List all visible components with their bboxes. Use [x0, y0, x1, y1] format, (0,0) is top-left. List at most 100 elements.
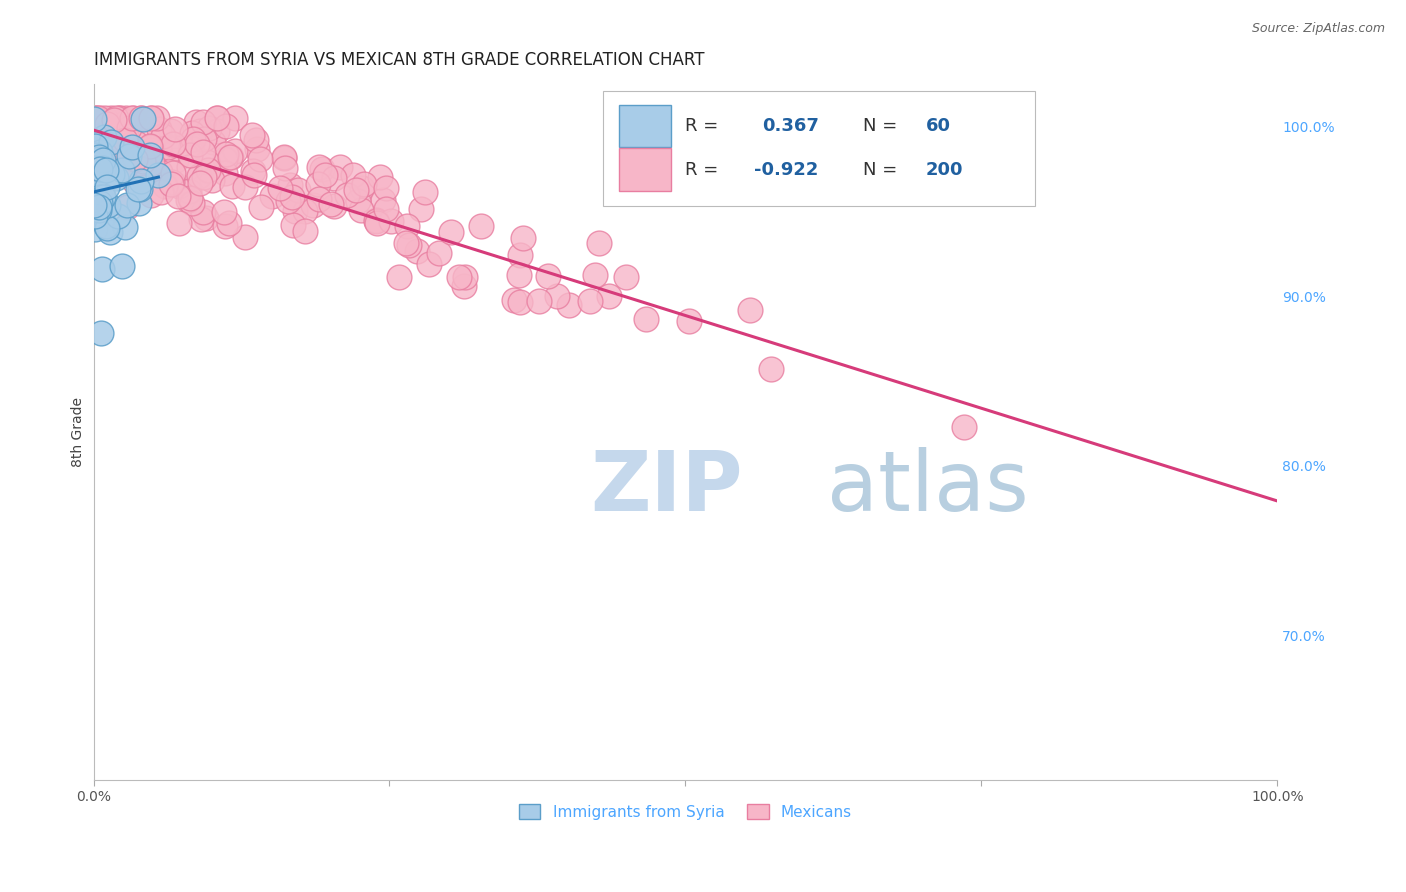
Point	[157, 140, 180, 154]
Text: atlas: atlas	[828, 447, 1029, 528]
Point	[177, 184, 200, 198]
Point	[89, 145, 111, 159]
Point	[224, 144, 246, 158]
Point	[427, 246, 450, 260]
Point	[527, 294, 550, 309]
FancyBboxPatch shape	[619, 148, 671, 191]
Point	[588, 236, 610, 251]
Point	[141, 156, 163, 170]
Point	[160, 177, 183, 191]
Point	[366, 214, 388, 228]
Point	[107, 112, 129, 126]
Point	[107, 111, 129, 125]
Point	[90, 326, 112, 341]
Point	[83, 200, 105, 214]
Point	[132, 112, 155, 127]
Point	[90, 125, 112, 139]
Point	[180, 141, 202, 155]
Point	[191, 145, 214, 159]
Point	[546, 289, 568, 303]
Point	[139, 111, 162, 125]
Point	[97, 171, 120, 186]
Point	[214, 146, 236, 161]
Point	[93, 200, 115, 214]
Point	[165, 141, 187, 155]
Point	[96, 169, 118, 184]
Point	[83, 161, 105, 176]
Point	[245, 133, 267, 147]
Point	[101, 167, 124, 181]
Point	[100, 111, 122, 125]
Point	[262, 189, 284, 203]
Point	[114, 133, 136, 147]
Point	[89, 186, 111, 201]
Point	[96, 137, 118, 152]
Point	[558, 298, 581, 312]
Point	[118, 142, 141, 156]
Point	[205, 124, 228, 138]
Text: IMMIGRANTS FROM SYRIA VS MEXICAN 8TH GRADE CORRELATION CHART: IMMIGRANTS FROM SYRIA VS MEXICAN 8TH GRA…	[94, 51, 704, 69]
Point	[125, 136, 148, 150]
Point	[108, 111, 131, 125]
Point	[118, 120, 141, 135]
Point	[128, 196, 150, 211]
Point	[90, 128, 112, 142]
Point	[759, 361, 782, 376]
Point	[87, 203, 110, 218]
Point	[453, 279, 475, 293]
Point	[89, 162, 111, 177]
Point	[243, 168, 266, 182]
Point	[284, 204, 307, 219]
Point	[139, 148, 162, 162]
Point	[598, 289, 620, 303]
Text: 0.367: 0.367	[762, 117, 820, 135]
Point	[503, 293, 526, 308]
Point	[142, 163, 165, 178]
Point	[91, 161, 114, 176]
Point	[148, 168, 170, 182]
Point	[83, 222, 105, 236]
Text: N =: N =	[863, 117, 903, 135]
Point	[150, 185, 173, 199]
Point	[84, 138, 107, 153]
FancyBboxPatch shape	[619, 104, 671, 147]
Point	[193, 170, 215, 185]
Point	[197, 162, 219, 177]
Point	[413, 185, 436, 199]
Point	[152, 129, 174, 144]
Point	[205, 111, 228, 125]
Point	[84, 169, 107, 183]
Text: 60: 60	[925, 117, 950, 135]
Point	[163, 136, 186, 151]
Point	[342, 169, 364, 183]
Point	[115, 115, 138, 129]
Point	[84, 209, 107, 223]
Point	[127, 182, 149, 196]
Point	[90, 153, 112, 168]
Point	[269, 181, 291, 195]
Text: N =: N =	[863, 161, 903, 178]
Point	[214, 152, 236, 166]
Point	[214, 119, 236, 133]
Point	[273, 151, 295, 165]
Point	[240, 128, 263, 143]
Point	[162, 165, 184, 179]
Point	[83, 129, 105, 144]
Point	[162, 136, 184, 151]
Point	[89, 161, 111, 176]
Point	[214, 219, 236, 233]
Point	[115, 200, 138, 214]
Point	[281, 219, 304, 233]
Point	[307, 177, 329, 191]
Point	[111, 163, 134, 178]
Point	[405, 244, 427, 259]
Point	[118, 149, 141, 163]
Point	[83, 112, 105, 127]
Point	[93, 113, 115, 128]
Text: 200: 200	[925, 161, 963, 178]
Point	[409, 202, 432, 216]
Point	[94, 111, 117, 125]
Point	[191, 205, 214, 219]
Point	[179, 191, 201, 205]
Point	[167, 179, 190, 194]
